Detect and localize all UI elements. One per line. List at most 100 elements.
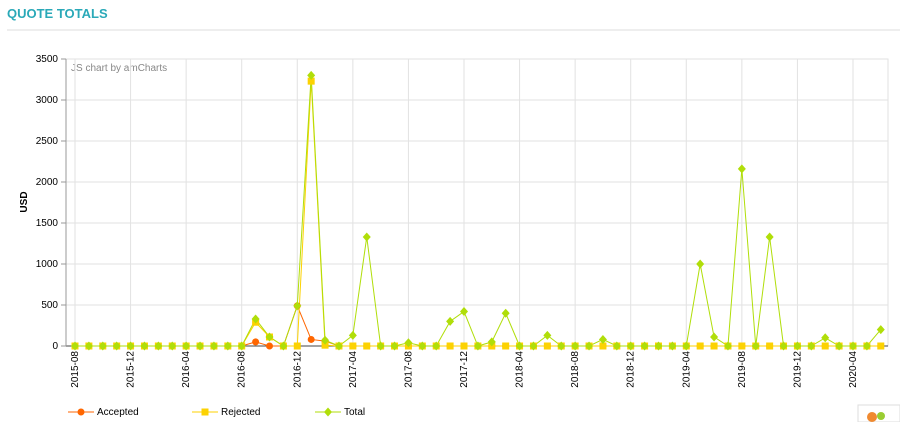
x-tick-label: 2017-12 xyxy=(459,351,470,388)
point xyxy=(446,342,454,350)
point xyxy=(140,341,149,351)
point xyxy=(696,259,705,269)
point xyxy=(487,337,496,347)
legend-marker xyxy=(324,407,332,417)
point xyxy=(293,301,302,311)
y-tick-label: 500 xyxy=(41,300,58,311)
x-tick-label: 2018-08 xyxy=(570,351,581,388)
point xyxy=(154,341,163,351)
y-tick-label: 2000 xyxy=(36,177,59,188)
point xyxy=(460,342,468,350)
point xyxy=(404,338,413,348)
point xyxy=(418,341,427,351)
point xyxy=(84,341,93,351)
point xyxy=(529,341,538,351)
point xyxy=(557,341,566,351)
x-tick-label: 2016-04 xyxy=(181,351,192,388)
y-tick-label: 1000 xyxy=(36,259,59,270)
point xyxy=(209,341,218,351)
point xyxy=(446,316,455,326)
point xyxy=(98,341,107,351)
point xyxy=(793,341,802,351)
point xyxy=(266,342,273,350)
point xyxy=(779,341,788,351)
point xyxy=(376,341,385,351)
point xyxy=(807,341,816,351)
point xyxy=(682,341,691,351)
logo xyxy=(867,412,877,422)
point xyxy=(348,330,357,340)
point xyxy=(473,341,482,351)
point xyxy=(251,314,260,324)
point xyxy=(737,164,746,174)
legend-label: Rejected xyxy=(221,407,260,418)
page-title: QUOTE TOTALS xyxy=(7,6,108,21)
point xyxy=(877,342,885,350)
point xyxy=(307,335,315,343)
point xyxy=(502,342,510,350)
point xyxy=(362,232,371,242)
legend-label: Total xyxy=(344,407,365,418)
point xyxy=(182,341,191,351)
point xyxy=(168,341,177,351)
point xyxy=(321,335,330,345)
point xyxy=(751,341,760,351)
point xyxy=(599,342,607,350)
point xyxy=(585,341,594,351)
point xyxy=(321,341,329,349)
point xyxy=(265,332,274,342)
point xyxy=(71,341,79,351)
point xyxy=(668,341,677,351)
x-tick-label: 2017-04 xyxy=(348,351,359,388)
point xyxy=(821,333,830,343)
legend-marker xyxy=(201,408,209,416)
point xyxy=(654,341,663,351)
point xyxy=(363,342,371,350)
logo xyxy=(877,412,885,420)
legend-marker xyxy=(77,408,85,416)
point xyxy=(835,341,844,351)
legend-item: Rejected xyxy=(192,407,260,418)
y-axis-label: USD xyxy=(19,191,30,212)
point xyxy=(349,342,357,350)
legend-item: Accepted xyxy=(68,407,139,418)
x-tick-label: 2018-12 xyxy=(626,351,637,388)
y-tick-label: 1500 xyxy=(36,218,59,229)
point xyxy=(515,341,524,351)
x-tick-label: 2019-12 xyxy=(792,351,803,388)
x-tick-label: 2019-04 xyxy=(681,351,692,388)
point xyxy=(696,342,704,350)
x-tick-label: 2016-08 xyxy=(237,351,248,388)
point xyxy=(710,332,719,342)
x-tick-label: 2018-04 xyxy=(515,351,526,388)
point xyxy=(766,342,774,350)
y-tick-label: 0 xyxy=(52,341,58,352)
point xyxy=(307,77,315,85)
x-tick-label: 2015-08 xyxy=(70,351,81,388)
x-tick-label: 2015-12 xyxy=(126,351,137,388)
y-tick-label: 2500 xyxy=(36,136,59,147)
point xyxy=(432,341,441,351)
point xyxy=(196,341,205,351)
point xyxy=(710,342,718,350)
series-line xyxy=(75,81,881,347)
point xyxy=(252,338,260,346)
point xyxy=(293,342,301,350)
point xyxy=(307,70,316,80)
point xyxy=(543,330,552,340)
credit: JS chart by amCharts xyxy=(71,63,167,74)
point xyxy=(501,308,510,318)
point xyxy=(626,341,635,351)
point xyxy=(126,341,135,351)
point xyxy=(112,341,121,351)
point xyxy=(279,341,288,351)
point xyxy=(821,342,829,350)
x-tick-label: 2016-12 xyxy=(292,351,303,388)
plot-area xyxy=(65,58,889,347)
x-tick-label: 2019-08 xyxy=(737,351,748,388)
x-tick-label: 2020-04 xyxy=(848,351,859,388)
point xyxy=(765,232,774,242)
point xyxy=(390,341,399,351)
